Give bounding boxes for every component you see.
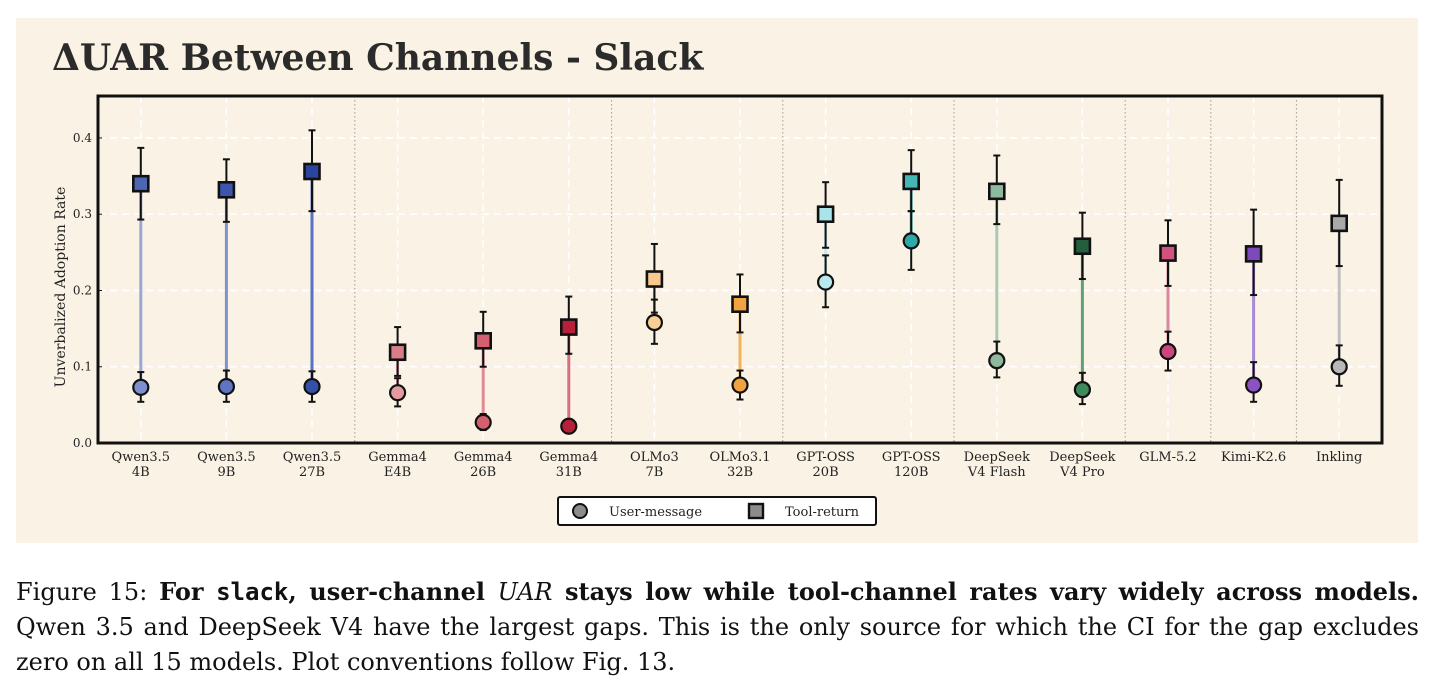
tool-return-point xyxy=(731,295,749,314)
user-message-point xyxy=(217,377,235,396)
tool-return-point xyxy=(1244,245,1263,263)
legend-marker-square xyxy=(747,502,765,520)
x-tick-label: V4 Pro xyxy=(1059,465,1105,480)
tool-return-point xyxy=(388,343,407,362)
caption-prefix: Figure 15: xyxy=(16,578,160,606)
x-tick-label: Qwen3.5 xyxy=(197,450,256,465)
tool-return-point xyxy=(132,174,150,193)
user-message-point xyxy=(731,376,749,394)
x-tick-label: 31B xyxy=(556,465,582,480)
x-tick-label: 26B xyxy=(470,465,496,480)
user-message-point xyxy=(902,232,920,250)
x-tick-label: Qwen3.5 xyxy=(283,450,342,465)
user-message-point xyxy=(303,377,321,396)
user-message-point xyxy=(988,352,1006,370)
x-tick-label: 9B xyxy=(217,465,235,480)
y-tick-label: 0.3 xyxy=(73,207,92,221)
x-tick-label: GPT-OSS xyxy=(882,450,941,465)
tool-return-point xyxy=(1330,214,1348,233)
chart-title: ΔUAR Between Channels - Slack xyxy=(52,37,704,79)
y-tick-label: 0.0 xyxy=(73,436,92,450)
y-tick-label: 0.4 xyxy=(73,131,92,145)
y-axis-label: Unverbalized Adoption Rate xyxy=(53,187,69,388)
x-tick-label: Gemma4 xyxy=(454,450,513,465)
y-tick-label: 0.1 xyxy=(73,360,92,374)
x-tick-label: 4B xyxy=(132,465,150,480)
tool-return-point xyxy=(1073,237,1092,256)
tool-return-point xyxy=(645,270,664,288)
x-tick-label: Gemma4 xyxy=(368,450,427,465)
tool-return-point xyxy=(217,181,236,199)
legend-marker-circle xyxy=(572,503,588,519)
user-message-point xyxy=(1159,342,1177,361)
x-tick-label: Gemma4 xyxy=(539,450,598,465)
x-tick-label: Inkling xyxy=(1316,450,1362,465)
x-tick-label: GLM-5.2 xyxy=(1139,450,1196,465)
user-message-point xyxy=(132,378,150,396)
x-tick-label: Qwen3.5 xyxy=(112,450,171,465)
plot-frame xyxy=(96,94,1384,445)
tool-return-point xyxy=(559,318,578,336)
x-tick-label: DeepSeek xyxy=(1049,450,1115,465)
x-tick-label: 27B xyxy=(299,465,325,480)
x-tick-label: OLMo3 xyxy=(630,450,679,465)
user-message-point xyxy=(1244,376,1263,394)
legend-box xyxy=(557,496,877,526)
x-tick-label: 7B xyxy=(645,465,663,480)
x-tick-label: 20B xyxy=(813,465,839,480)
x-tick-label: DeepSeek xyxy=(964,450,1030,465)
x-tick-label: Kimi-K2.6 xyxy=(1221,450,1286,465)
user-message-point xyxy=(474,413,492,432)
caption-rest: Qwen 3.5 and DeepSeek V4 have the larges… xyxy=(16,613,1419,676)
x-tick-label: E4B xyxy=(384,465,411,480)
caption-bold-1: For xyxy=(159,577,217,606)
user-message-point xyxy=(560,417,578,435)
tool-return-point xyxy=(816,205,835,224)
user-message-point xyxy=(389,384,407,402)
y-tick-label: 0.2 xyxy=(73,283,92,297)
x-tick-label: GPT-OSS xyxy=(796,450,855,465)
legend-label: User-message xyxy=(609,505,702,520)
tool-return-point xyxy=(902,172,921,191)
tool-return-point xyxy=(474,332,493,350)
caption-bold-2: , user-channel xyxy=(288,577,498,606)
figure-caption: Figure 15: For slack, user-channel UAR s… xyxy=(16,574,1419,680)
tool-return-point xyxy=(303,162,321,181)
caption-bold-3: stays low while tool-channel rates vary … xyxy=(552,577,1419,606)
user-message-point xyxy=(1073,381,1092,399)
user-message-point xyxy=(645,313,664,332)
caption-italic: UAR xyxy=(497,578,553,606)
tool-return-point xyxy=(1159,244,1177,262)
x-tick-label: 32B xyxy=(727,465,753,480)
x-tick-label: 120B xyxy=(894,465,928,480)
x-tick-label: OLMo3.1 xyxy=(709,450,770,465)
caption-code: slack xyxy=(216,578,289,606)
user-message-point xyxy=(1330,358,1348,376)
tool-return-point xyxy=(987,182,1006,201)
legend-label: Tool-return xyxy=(785,505,860,520)
chart: ΔUAR Between Channels - Slack Unverbaliz… xyxy=(52,37,1384,526)
figure-panel: ΔUAR Between Channels - Slack Unverbaliz… xyxy=(16,18,1418,543)
user-message-point xyxy=(816,273,835,291)
x-tick-label: V4 Flash xyxy=(967,465,1026,480)
